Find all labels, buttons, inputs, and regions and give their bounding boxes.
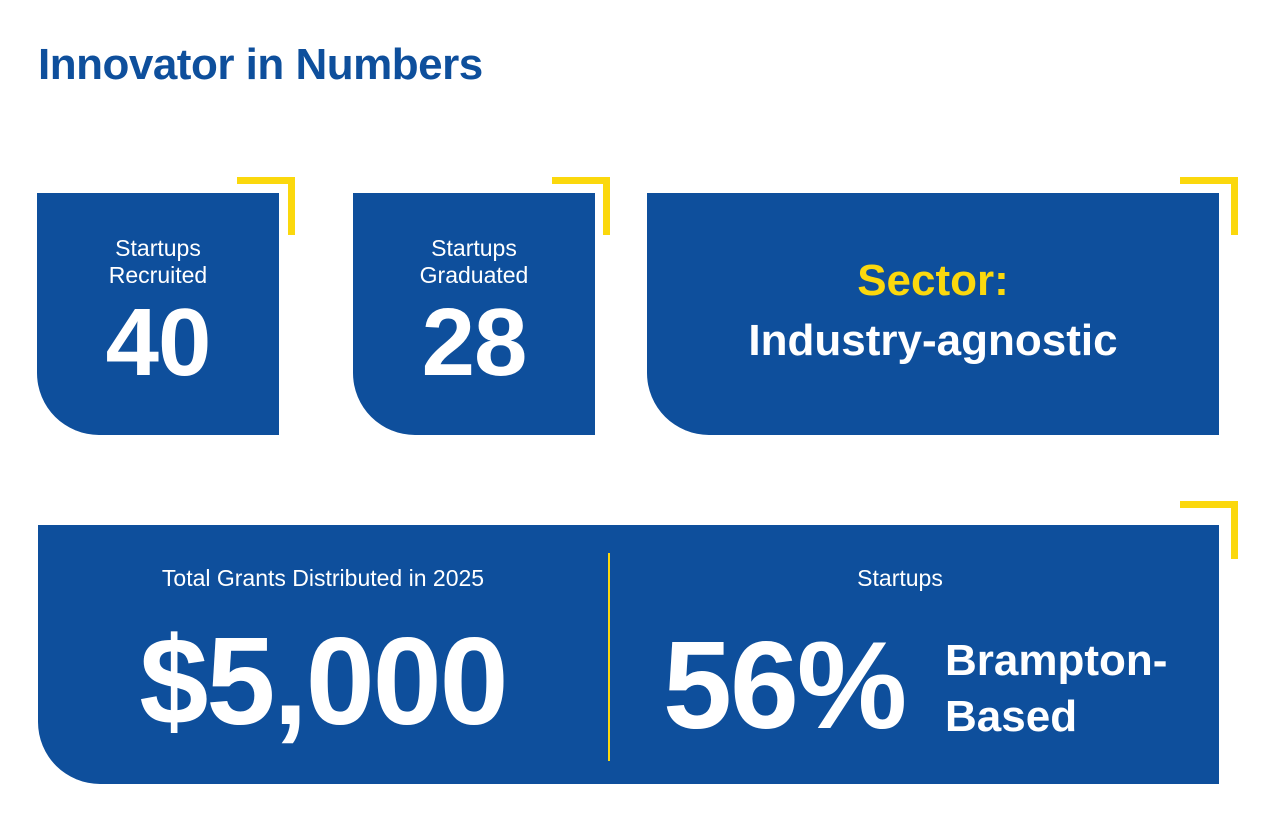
brampton-percent-desc: Brampton- Based — [945, 636, 1168, 741]
corner-accent-4 — [1180, 501, 1238, 559]
stat-value-graduated: 28 — [421, 289, 528, 396]
sector-label: Sector: — [857, 256, 1009, 305]
startups-label: Startups — [857, 565, 943, 591]
corner-accent-2 — [552, 177, 610, 235]
grants-value: $5,000 — [139, 613, 508, 751]
page-title: Innovator in Numbers — [38, 40, 483, 89]
corner-accent-3 — [1180, 177, 1238, 235]
stat-card-recruited: Startups Recruited 40 — [37, 193, 279, 435]
stat-label-recruited: Startups Recruited — [108, 235, 208, 288]
grants-label: Total Grants Distributed in 2025 — [161, 565, 485, 591]
stat-card-graduated: Startups Graduated 28 — [353, 193, 595, 435]
stat-value-recruited: 40 — [105, 289, 212, 396]
sector-value: Industry-agnostic — [748, 316, 1118, 365]
stat-label-graduated: Startups Graduated — [419, 235, 529, 288]
stat-card-sector: Sector: Industry-agnostic — [647, 193, 1219, 435]
brampton-percent-value: 56% — [663, 617, 907, 755]
divider — [608, 553, 610, 761]
stat-card-bottom: Total Grants Distributed in 2025 $5,000 … — [38, 525, 1219, 784]
corner-accent-1 — [237, 177, 295, 235]
